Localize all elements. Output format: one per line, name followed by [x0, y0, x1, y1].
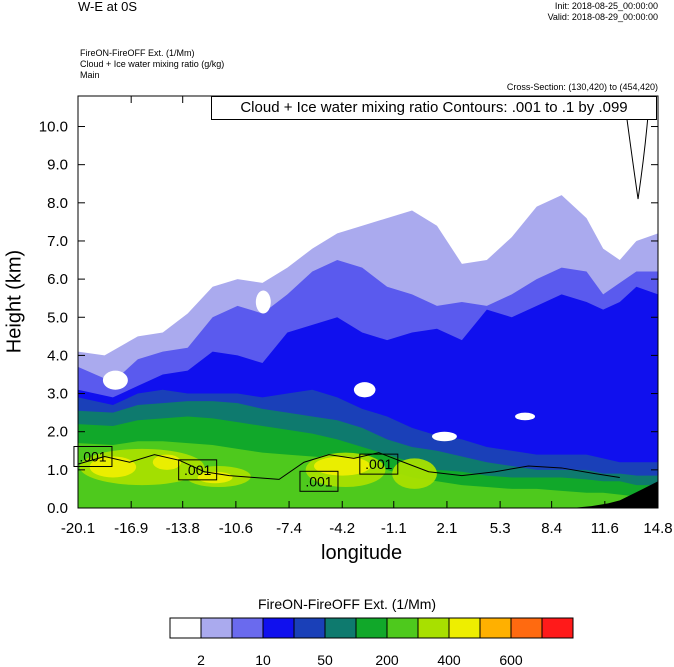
high-extinction-patch-7	[392, 458, 437, 489]
clear-patch-2	[353, 382, 376, 398]
cloud-contour-line	[77, 452, 620, 480]
x-tick-label-1: -16.9	[114, 520, 148, 537]
x-tick-label-2: -13.8	[166, 520, 200, 537]
colorbar-box-4	[293, 617, 326, 639]
contour-label-2: .001	[305, 473, 332, 489]
colorbar-box-8	[417, 617, 450, 639]
colorbar-label-4: 400	[437, 652, 461, 667]
clear-patch-1	[255, 290, 271, 314]
plot-title: W-E at 0S	[78, 0, 138, 14]
colorbar-box-5	[324, 617, 357, 639]
colorbar-box-0	[169, 617, 202, 639]
contour-info-box: Cloud + Ice water mixing ratio Contours:…	[211, 96, 657, 120]
contour-label-0: .001	[79, 449, 106, 465]
colorbar-label-0: 2	[197, 652, 205, 667]
colorbar-label-3: 200	[375, 652, 399, 667]
terrain-fill	[571, 481, 658, 508]
x-tick-label-4: -7.4	[276, 520, 302, 537]
y-tick-label-0: 0.0	[47, 500, 68, 517]
field-label-extinction: FireON-FireOFF Ext. (1/Mm)	[80, 48, 195, 58]
colorbar-box-11	[510, 617, 543, 639]
colorbar-label-5: 600	[499, 652, 523, 667]
colorbar-box-6	[355, 617, 388, 639]
x-tick-label-0: -20.1	[61, 520, 95, 537]
y-axis-title: Height (km)	[3, 249, 26, 354]
y-tick-label-7: 7.0	[47, 233, 68, 250]
colorbar-box-10	[479, 617, 512, 639]
y-tick-label-8: 8.0	[47, 195, 68, 212]
field-label-domain: Main	[80, 70, 100, 80]
x-tick-label-6: -1.1	[381, 520, 407, 537]
x-tick-label-7: 2.1	[437, 520, 458, 537]
high-extinction-patch-1	[89, 456, 137, 478]
colorbar-box-3	[262, 617, 295, 639]
contour-label-3: .001	[365, 456, 392, 472]
y-tick-label-3: 3.0	[47, 386, 68, 403]
contour-label-box-3	[359, 453, 399, 475]
field-label-cloud-ice: Cloud + Ice water mixing ratio (g/kg)	[80, 59, 225, 69]
colorbar-label-2: 50	[317, 652, 333, 667]
contour-label-box-2	[299, 470, 339, 492]
y-tick-label-2: 2.0	[47, 424, 68, 441]
init-time: Init: 2018-08-25_00:00:00	[554, 1, 658, 11]
x-tick-label-8: 5.3	[490, 520, 511, 537]
colorbar-label-1: 10	[255, 652, 271, 667]
clear-patch-0	[102, 370, 128, 390]
colorbar-title: FireON-FireOFF Ext. (1/Mm)	[258, 596, 437, 612]
valid-time: Valid: 2018-08-29_00:00:00	[547, 12, 658, 22]
colorbar-box-12	[541, 617, 574, 639]
y-tick-label-4: 4.0	[47, 347, 68, 364]
contour-label-box-0	[73, 446, 113, 467]
x-axis-title: longitude	[321, 542, 403, 564]
colorbar-box-7	[386, 617, 419, 639]
x-tick-label-10: 11.6	[591, 520, 619, 537]
clear-patch-4	[515, 412, 536, 421]
colorbar-box-1	[200, 617, 233, 639]
clear-patch-3	[431, 431, 457, 442]
y-tick-label-10: 10.0	[39, 119, 68, 136]
x-tick-label-5: -4.2	[329, 520, 355, 537]
contour-info-text: Cloud + Ice water mixing ratio Contours:…	[240, 99, 628, 116]
contour-label-1: .001	[184, 462, 211, 478]
high-extinction-patch-2	[152, 454, 182, 470]
upper-cloud-contour	[625, 115, 649, 200]
y-tick-label-5: 5.0	[47, 309, 68, 326]
contour-label-box-1	[178, 459, 218, 481]
x-tick-label-3: -10.6	[219, 520, 253, 537]
y-tick-label-9: 9.0	[47, 157, 68, 174]
y-tick-label-6: 6.0	[47, 271, 68, 288]
cross-section-label: Cross-Section: (130,420) to (454,420)	[506, 82, 658, 92]
colorbar-box-9	[448, 617, 481, 639]
y-tick-label-1: 1.0	[47, 462, 68, 479]
x-tick-label-11: 14.8	[643, 520, 672, 537]
colorbar-box-2	[231, 617, 264, 639]
x-tick-label-9: 8.4	[541, 520, 562, 537]
